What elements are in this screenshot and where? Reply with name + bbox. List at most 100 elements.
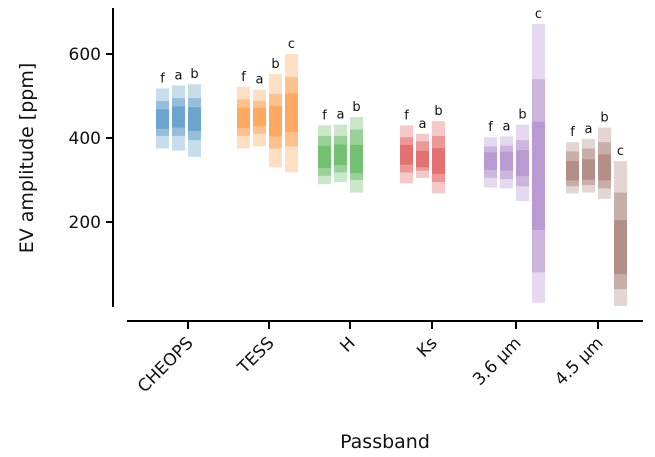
interval-inner [566, 151, 579, 187]
bar-label: b [434, 104, 442, 119]
interval-outer [188, 84, 201, 157]
x-tick-label: Ks [413, 333, 441, 361]
interval-core [156, 109, 169, 129]
interval-core [532, 121, 545, 230]
interval-core [598, 154, 611, 181]
interval-core [432, 148, 445, 175]
interval-bar: b [269, 57, 282, 168]
bar-label: b [190, 67, 198, 82]
interval-inner [156, 101, 169, 136]
interval-inner [416, 141, 429, 171]
interval-core [172, 106, 185, 128]
bar-label: a [337, 108, 345, 123]
interval-bar: f [400, 108, 413, 184]
interval-inner [532, 79, 545, 273]
bar-label: b [271, 57, 279, 72]
interval-core [188, 107, 201, 131]
interval-inner [400, 137, 413, 173]
bar-label: b [352, 100, 360, 115]
interval-bar: f [484, 120, 497, 188]
interval-inner [432, 135, 445, 183]
interval-core [416, 150, 429, 168]
bar-label: b [600, 111, 608, 126]
interval-outer [582, 138, 595, 193]
interval-bar: b [350, 100, 363, 193]
interval-inner [582, 148, 595, 186]
interval-outer [237, 86, 250, 149]
interval-inner [269, 93, 282, 149]
interval-outer [516, 124, 529, 201]
bar-label: a [419, 117, 427, 132]
interval-bar: f [318, 108, 331, 185]
x-tick-label: TESS [233, 333, 278, 378]
bar-label: c [288, 37, 295, 52]
interval-core [285, 93, 298, 133]
bar-group: f abc [484, 7, 545, 303]
bar-label: b [518, 108, 526, 123]
interval-outer [334, 124, 347, 183]
interval-outer [172, 85, 185, 151]
interval-outer [350, 117, 363, 193]
interval-bar: b [598, 111, 611, 199]
bar-label: a [503, 119, 511, 134]
interval-outer [156, 88, 169, 149]
interval-inner [253, 101, 266, 134]
bar-label: c [617, 144, 624, 159]
interval-inner [285, 77, 298, 147]
x-axis-ticks: CHEOPS TESS H Ks 3.6 μm 4.5 μm [134, 321, 608, 397]
interval-core [484, 152, 497, 170]
interval-core [566, 160, 579, 181]
x-tick-label: 3.6 μm [469, 333, 525, 389]
interval-outer [614, 161, 627, 306]
interval-inner [516, 140, 529, 187]
bar-label: f [570, 125, 575, 140]
interval-outer [566, 142, 579, 194]
interval-outer [500, 136, 513, 189]
interval-outer [416, 133, 429, 178]
bar-group: f abc [237, 37, 298, 173]
interval-bar: a [416, 117, 429, 178]
x-axis-title: Passband [340, 431, 430, 453]
interval-bar: a [172, 69, 185, 151]
interval-core [334, 144, 347, 166]
interval-core [253, 107, 266, 127]
interval-outer [253, 89, 266, 147]
bar-group: fab [400, 104, 445, 194]
y-tick-label: 200 [69, 213, 101, 233]
bar-label: f [241, 70, 246, 85]
interval-inner [334, 135, 347, 173]
interval-bar: b [516, 108, 529, 201]
interval-outer [318, 125, 331, 185]
interval-core [500, 151, 513, 171]
interval-core [400, 144, 413, 165]
interval-outer [432, 121, 445, 194]
interval-bar: a [253, 73, 266, 147]
interval-bar: b [432, 104, 445, 194]
bar-label: a [256, 73, 264, 88]
interval-bar: a [582, 122, 595, 193]
interval-outer [285, 54, 298, 173]
interval-core [237, 107, 250, 129]
bar-label: a [585, 122, 593, 137]
interval-bar: f [156, 71, 169, 149]
interval-outer [532, 23, 545, 303]
interval-bar: a [500, 119, 513, 189]
x-tick-label: H [336, 333, 359, 356]
interval-inner [598, 142, 611, 189]
interval-bar: b [188, 67, 201, 157]
interval-bar: c [532, 7, 545, 303]
y-tick-label: 600 [69, 45, 101, 65]
interval-core [350, 144, 363, 174]
interval-core [582, 159, 595, 180]
interval-outer [484, 137, 497, 188]
interval-inner [237, 99, 250, 136]
interval-inner [318, 135, 331, 176]
interval-bar: c [614, 144, 627, 306]
interval-outer [400, 125, 413, 184]
interval-inner [614, 192, 627, 290]
interval-inner [484, 146, 497, 178]
